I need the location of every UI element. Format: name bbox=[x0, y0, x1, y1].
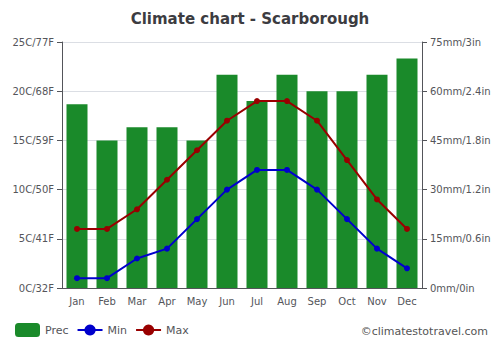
svg-text:0mm/0in: 0mm/0in bbox=[430, 283, 475, 294]
svg-text:0C/32F: 0C/32F bbox=[19, 283, 54, 294]
svg-text:Oct: Oct bbox=[338, 296, 355, 307]
svg-text:Climate chart - Scarborough: Climate chart - Scarborough bbox=[131, 10, 370, 28]
svg-text:20C/68F: 20C/68F bbox=[12, 86, 54, 97]
svg-text:Nov: Nov bbox=[367, 296, 387, 307]
svg-text:Jun: Jun bbox=[218, 296, 235, 307]
svg-text:Apr: Apr bbox=[158, 296, 176, 307]
svg-text:Sep: Sep bbox=[308, 296, 327, 307]
svg-text:5C/41F: 5C/41F bbox=[19, 233, 54, 244]
svg-text:Aug: Aug bbox=[277, 296, 297, 307]
svg-text:75mm/3in: 75mm/3in bbox=[430, 37, 481, 48]
svg-text:Feb: Feb bbox=[98, 296, 116, 307]
svg-text:25C/77F: 25C/77F bbox=[12, 37, 54, 48]
svg-text:15mm/0.6in: 15mm/0.6in bbox=[430, 233, 491, 244]
svg-text:Mar: Mar bbox=[128, 296, 148, 307]
svg-text:Jan: Jan bbox=[68, 296, 84, 307]
svg-text:Jul: Jul bbox=[250, 296, 263, 307]
svg-text:©climatestotravel.com: ©climatestotravel.com bbox=[361, 325, 488, 338]
svg-text:Min: Min bbox=[108, 324, 128, 337]
svg-text:30mm/1.2in: 30mm/1.2in bbox=[430, 184, 491, 195]
svg-text:May: May bbox=[187, 296, 208, 307]
svg-text:60mm/2.4in: 60mm/2.4in bbox=[430, 86, 491, 97]
svg-text:10C/50F: 10C/50F bbox=[12, 184, 54, 195]
svg-text:15C/59F: 15C/59F bbox=[12, 135, 54, 146]
svg-text:Dec: Dec bbox=[397, 296, 416, 307]
svg-text:Prec: Prec bbox=[45, 324, 69, 337]
svg-text:Max: Max bbox=[166, 324, 189, 337]
svg-text:45mm/1.8in: 45mm/1.8in bbox=[430, 135, 491, 146]
